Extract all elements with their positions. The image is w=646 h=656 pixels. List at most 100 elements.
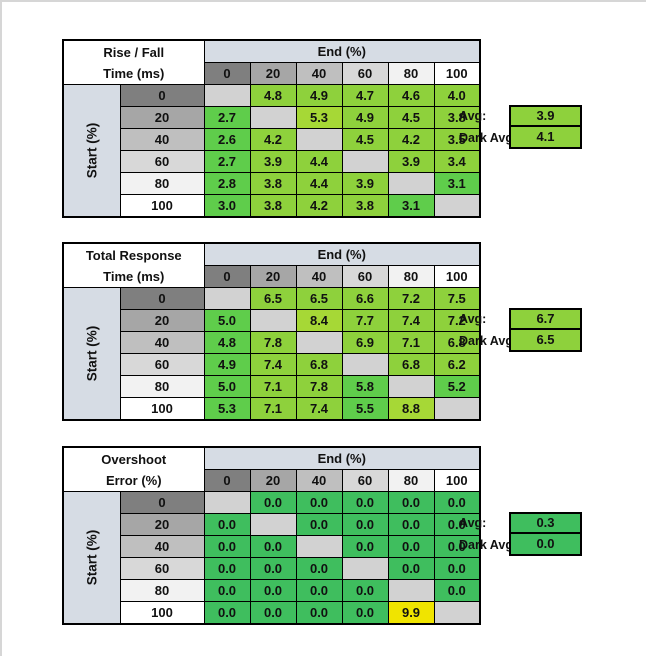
table-title-line-1: Total Response [85, 247, 182, 263]
data-cell: 0.0 [387, 491, 435, 514]
data-cell: 7.1 [387, 331, 435, 354]
data-cell: 3.8 [249, 194, 297, 218]
data-cell: 0.0 [387, 513, 435, 536]
avg-label: Avg: [459, 109, 487, 123]
data-cell: 3.1 [387, 194, 435, 218]
data-cell: 0.0 [295, 601, 343, 625]
data-cell: 5.2 [433, 375, 481, 398]
data-cell: 4.5 [387, 106, 435, 129]
data-cell: 0.0 [295, 579, 343, 602]
row-header-40: 40 [119, 535, 205, 558]
start-axis-label: Start (%) [84, 325, 100, 382]
data-cell: 6.6 [341, 287, 389, 310]
rise-fall-avg-panel: Avg: 3.9 Dark Avg: 4.1 [459, 105, 582, 149]
data-cell [203, 287, 251, 310]
data-cell: 4.2 [295, 194, 343, 218]
data-table-grid: Rise / Fall Time (ms) End (%) 0 20 40 60 80 100 S… [62, 39, 482, 218]
dark-avg-label: Dark Avg: [459, 334, 518, 348]
col-header-0: 0 [203, 469, 251, 492]
data-cell: 7.8 [249, 331, 297, 354]
start-axis-label-cell: Start (%) [62, 491, 121, 625]
data-cell [295, 331, 343, 354]
data-cell: 5.0 [203, 375, 251, 398]
data-cell: 0.0 [341, 491, 389, 514]
data-cell: 0.0 [433, 513, 481, 536]
col-header-40: 40 [295, 469, 343, 492]
avg-value-box: 0.3 [509, 512, 582, 534]
data-cell [249, 106, 297, 129]
row-header-100: 100 [119, 194, 205, 218]
data-cell: 0.0 [249, 535, 297, 558]
row-header-100: 100 [119, 397, 205, 421]
data-cell: 0.0 [433, 535, 481, 558]
data-cell: 0.0 [295, 557, 343, 580]
data-cell: 7.1 [249, 397, 297, 421]
data-cell: 0.0 [341, 513, 389, 536]
data-cell [433, 601, 481, 625]
data-cell: 0.0 [341, 535, 389, 558]
data-cell: 3.9 [249, 150, 297, 173]
col-header-60: 60 [341, 469, 389, 492]
data-table-grid: Overshoot Error (%) End (%) 0 20 40 60 80 100 Sta… [62, 446, 482, 625]
data-cell: 0.0 [433, 557, 481, 580]
col-header-80: 80 [387, 469, 435, 492]
data-cell: 0.0 [249, 579, 297, 602]
data-cell [295, 535, 343, 558]
data-cell: 4.4 [295, 150, 343, 173]
col-header-60: 60 [341, 265, 389, 288]
data-cell: 4.9 [341, 106, 389, 129]
data-cell: 0.0 [203, 513, 251, 536]
data-cell: 2.7 [203, 106, 251, 129]
data-cell: 0.0 [433, 491, 481, 514]
dark-avg-label: Dark Avg: [459, 538, 518, 552]
row-header-80: 80 [119, 172, 205, 195]
data-cell: 3.5 [433, 128, 481, 151]
col-header-80: 80 [387, 265, 435, 288]
row-header-100: 100 [119, 601, 205, 625]
table-title: Overshoot Error (%) [62, 446, 205, 492]
data-cell: 0.0 [249, 557, 297, 580]
row-header-0: 0 [119, 491, 205, 514]
data-cell: 0.0 [249, 491, 297, 514]
row-header-80: 80 [119, 579, 205, 602]
total-response-avg-panel: Avg: 6.7 Dark Avg: 6.5 [459, 308, 582, 352]
data-cell: 3.0 [203, 194, 251, 218]
data-cell [249, 513, 297, 536]
data-cell: 7.4 [387, 309, 435, 332]
data-cell: 0.0 [387, 535, 435, 558]
data-cell: 6.9 [341, 331, 389, 354]
col-header-100: 100 [433, 469, 481, 492]
data-cell: 3.9 [387, 150, 435, 173]
table-title-line-2: Time (ms) [103, 65, 165, 81]
data-cell: 4.5 [341, 128, 389, 151]
dark-avg-value-box: 0.0 [509, 532, 582, 556]
end-axis-label: End (%) [203, 39, 481, 63]
data-cell: 4.9 [203, 353, 251, 376]
data-cell: 3.9 [341, 172, 389, 195]
total-response-time-table: Total Response Time (ms) End (%) 0 20 40 60 80 1… [62, 242, 482, 421]
dark-avg-label: Dark Avg: [459, 131, 518, 145]
data-cell: 9.9 [387, 601, 435, 625]
data-cell: 6.8 [387, 353, 435, 376]
data-cell [433, 397, 481, 421]
data-cell: 6.5 [249, 287, 297, 310]
data-cell: 7.2 [387, 287, 435, 310]
row-header-40: 40 [119, 331, 205, 354]
data-cell: 2.7 [203, 150, 251, 173]
data-cell: 7.1 [249, 375, 297, 398]
data-cell: 7.8 [295, 375, 343, 398]
overshoot-avg-panel: Avg: 0.3 Dark Avg: 0.0 [459, 512, 582, 556]
data-cell: 7.7 [341, 309, 389, 332]
data-cell: 3.4 [433, 150, 481, 173]
data-cell: 7.4 [295, 397, 343, 421]
col-header-100: 100 [433, 62, 481, 85]
data-cell: 0.0 [249, 601, 297, 625]
col-header-40: 40 [295, 62, 343, 85]
data-cell: 3.8 [433, 106, 481, 129]
data-cell: 0.0 [341, 601, 389, 625]
row-header-60: 60 [119, 557, 205, 580]
data-cell: 4.2 [249, 128, 297, 151]
row-header-20: 20 [119, 309, 205, 332]
data-cell: 0.0 [203, 557, 251, 580]
